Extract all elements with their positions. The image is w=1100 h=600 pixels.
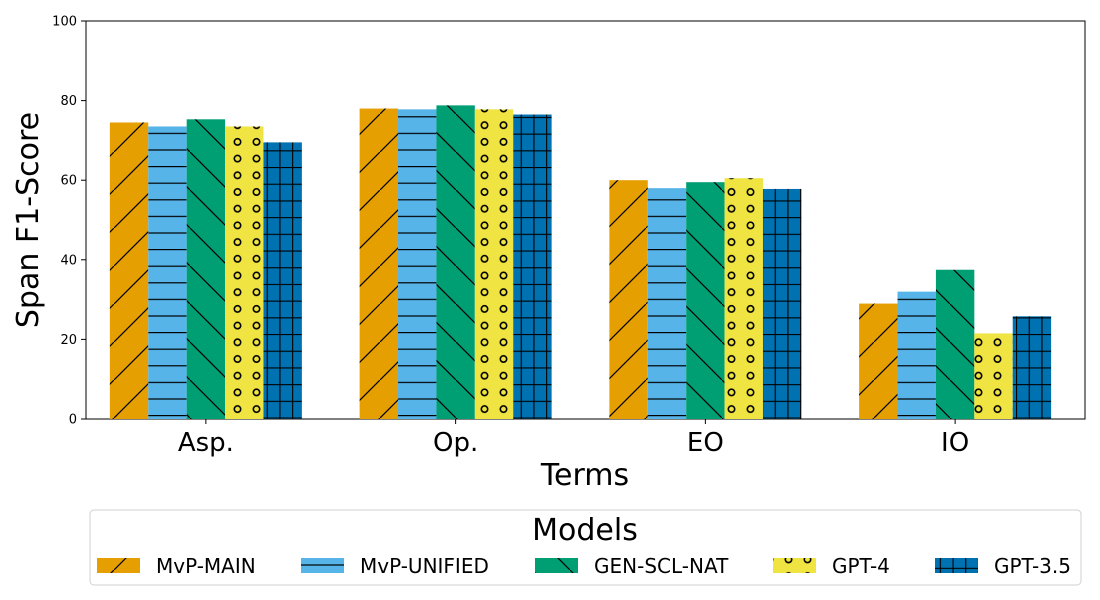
- legend-title: Models: [532, 513, 638, 548]
- y-tick-label: 80: [60, 94, 77, 109]
- legend-label-mvp-unified: MvP-UNIFIED: [360, 554, 489, 578]
- legend-label-gpt-4: GPT-4: [832, 554, 890, 578]
- y-axis-title: Span F1-Score: [11, 112, 46, 328]
- bar-gpt-3-5-3: [1012, 316, 1052, 419]
- x-tick-label: Op.: [433, 428, 478, 458]
- bar-gpt-4-1: [474, 109, 514, 419]
- bar-mvp-unified-2: [647, 188, 687, 419]
- bars: [109, 105, 1052, 420]
- plot-frame: [85, 20, 1086, 420]
- y-tick-label: 0: [69, 413, 77, 428]
- bar-gpt-3-5-1: [513, 114, 552, 419]
- y-tick-label: 100: [52, 15, 77, 30]
- legend-label-gen-scl-nat: GEN-SCL-NAT: [594, 554, 729, 578]
- bar-mvp-unified-1: [398, 109, 437, 419]
- legend-swatch-gen-scl-nat: [535, 558, 578, 573]
- bar-gen-scl-nat-2: [686, 182, 725, 419]
- bar-gpt-4-3: [974, 333, 1013, 419]
- bar-mvp-main-1: [359, 108, 399, 419]
- bar-gen-scl-nat-3: [935, 269, 975, 419]
- bar-gen-scl-nat-1: [436, 105, 475, 419]
- bar-gpt-3-5-0: [263, 142, 302, 419]
- bar-gpt-4-2: [724, 178, 763, 419]
- bar-mvp-unified-0: [148, 126, 187, 419]
- legend-swatch-gpt-3-5: [935, 558, 978, 573]
- legend-swatch-mvp-main: [97, 558, 140, 573]
- y-tick-label: 20: [60, 333, 77, 348]
- x-tick-label: EO: [687, 428, 724, 458]
- bar-mvp-unified-3: [897, 291, 936, 419]
- x-axis: Asp. Op. EO IO: [178, 419, 969, 458]
- legend: Models MvP-MAIN MvP-UNIFIED GEN-SCL-NAT GPT…: [89, 509, 1082, 586]
- bar-mvp-main-0: [109, 122, 149, 420]
- bar-mvp-main-3: [859, 303, 898, 419]
- plot-area: [85, 20, 1086, 420]
- x-tick-label: Asp.: [178, 428, 234, 458]
- legend-swatch-gpt-4: [773, 558, 816, 573]
- x-axis-title: Terms: [540, 458, 629, 493]
- x-tick-label: IO: [941, 428, 969, 458]
- bar-gpt-4-0: [225, 126, 264, 419]
- bar-mvp-main-2: [609, 180, 648, 419]
- bar-gpt-3-5-2: [762, 188, 802, 419]
- y-axis: 0 20 40 60 80 100: [52, 15, 86, 428]
- y-tick-label: 60: [60, 174, 77, 189]
- y-tick-label: 40: [60, 253, 77, 268]
- bar-gen-scl-nat-0: [186, 119, 226, 419]
- legend-swatch-mvp-unified: [301, 558, 344, 573]
- legend-label-gpt-3-5: GPT-3.5: [994, 554, 1071, 578]
- legend-label-mvp-main: MvP-MAIN: [156, 554, 256, 578]
